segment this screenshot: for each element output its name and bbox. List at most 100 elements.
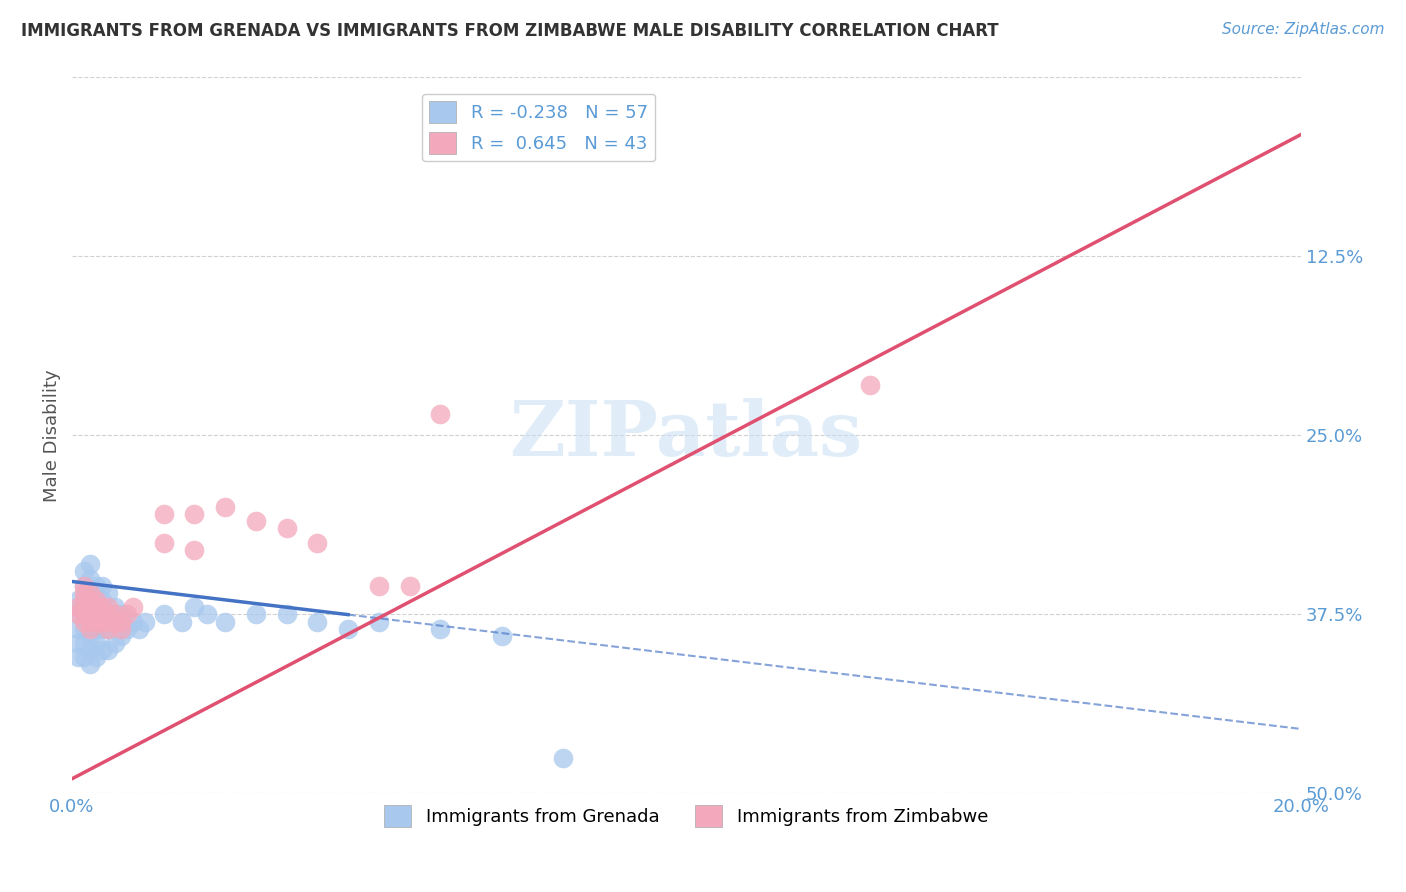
Point xyxy=(79,629,101,643)
Point xyxy=(73,565,96,579)
Point xyxy=(66,607,89,622)
Point xyxy=(73,586,96,600)
Point xyxy=(84,593,107,607)
Point xyxy=(97,586,120,600)
Point xyxy=(66,650,89,665)
Point xyxy=(103,600,125,615)
Point xyxy=(79,586,101,600)
Point xyxy=(110,622,132,636)
Point xyxy=(73,579,96,593)
Point xyxy=(91,615,114,629)
Point xyxy=(79,586,101,600)
Point xyxy=(103,615,125,629)
Point xyxy=(134,615,156,629)
Point xyxy=(491,629,513,643)
Point xyxy=(84,607,107,622)
Point xyxy=(73,600,96,615)
Point xyxy=(115,607,138,622)
Point xyxy=(73,636,96,650)
Point xyxy=(115,622,138,636)
Point xyxy=(245,514,267,528)
Point xyxy=(97,600,120,615)
Point xyxy=(172,615,194,629)
Point xyxy=(79,643,101,657)
Point xyxy=(91,593,114,607)
Point xyxy=(79,558,101,572)
Point xyxy=(66,622,89,636)
Point xyxy=(307,535,329,549)
Point xyxy=(73,579,96,593)
Point xyxy=(128,622,150,636)
Point xyxy=(110,607,132,622)
Point xyxy=(97,607,120,622)
Point xyxy=(103,615,125,629)
Point xyxy=(79,607,101,622)
Point xyxy=(84,579,107,593)
Point xyxy=(195,607,218,622)
Point xyxy=(97,643,120,657)
Point xyxy=(79,622,101,636)
Point xyxy=(79,657,101,672)
Point xyxy=(214,615,236,629)
Point xyxy=(84,607,107,622)
Point xyxy=(91,600,114,615)
Point xyxy=(79,615,101,629)
Point xyxy=(122,615,145,629)
Point xyxy=(152,607,174,622)
Point xyxy=(183,600,205,615)
Point xyxy=(84,600,107,615)
Point xyxy=(84,636,107,650)
Point xyxy=(429,622,451,636)
Point xyxy=(859,378,882,392)
Point xyxy=(66,607,89,622)
Point xyxy=(367,615,389,629)
Point xyxy=(97,622,120,636)
Point xyxy=(307,615,329,629)
Point xyxy=(398,579,420,593)
Point xyxy=(183,543,205,558)
Point xyxy=(66,636,89,650)
Point xyxy=(73,615,96,629)
Point xyxy=(73,622,96,636)
Point xyxy=(122,600,145,615)
Point xyxy=(103,607,125,622)
Text: IMMIGRANTS FROM GRENADA VS IMMIGRANTS FROM ZIMBABWE MALE DISABILITY CORRELATION : IMMIGRANTS FROM GRENADA VS IMMIGRANTS FR… xyxy=(21,22,998,40)
Legend: Immigrants from Grenada, Immigrants from Zimbabwe: Immigrants from Grenada, Immigrants from… xyxy=(377,798,995,834)
Point xyxy=(276,607,298,622)
Point xyxy=(91,579,114,593)
Point xyxy=(97,607,120,622)
Point xyxy=(367,579,389,593)
Point xyxy=(91,622,114,636)
Point xyxy=(183,507,205,521)
Text: Source: ZipAtlas.com: Source: ZipAtlas.com xyxy=(1222,22,1385,37)
Point xyxy=(97,622,120,636)
Point xyxy=(245,607,267,622)
Point xyxy=(110,615,132,629)
Point xyxy=(152,535,174,549)
Point xyxy=(79,600,101,615)
Point xyxy=(73,607,96,622)
Point xyxy=(97,615,120,629)
Y-axis label: Male Disability: Male Disability xyxy=(44,369,60,501)
Point xyxy=(79,572,101,586)
Point xyxy=(429,407,451,421)
Point xyxy=(91,643,114,657)
Point xyxy=(73,593,96,607)
Point xyxy=(79,600,101,615)
Point xyxy=(103,636,125,650)
Point xyxy=(276,521,298,535)
Point xyxy=(152,507,174,521)
Point xyxy=(73,607,96,622)
Point xyxy=(79,615,101,629)
Point xyxy=(91,607,114,622)
Point xyxy=(84,593,107,607)
Point xyxy=(66,593,89,607)
Text: ZIPatlas: ZIPatlas xyxy=(509,399,863,473)
Point xyxy=(79,593,101,607)
Point xyxy=(84,650,107,665)
Point xyxy=(73,650,96,665)
Point xyxy=(73,593,96,607)
Point xyxy=(214,500,236,514)
Point xyxy=(110,629,132,643)
Point xyxy=(66,600,89,615)
